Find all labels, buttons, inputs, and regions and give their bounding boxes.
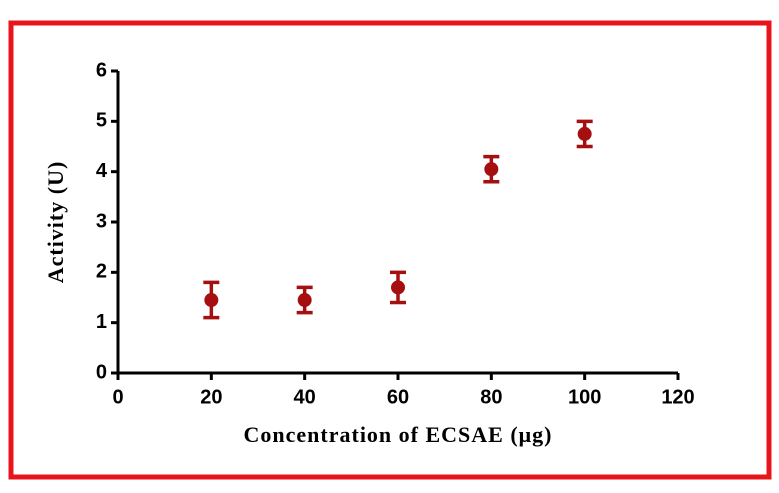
x-tick-label: 0	[112, 386, 123, 408]
y-tick-label: 2	[96, 261, 107, 283]
point	[297, 293, 312, 308]
y-tick-label: 3	[96, 210, 107, 232]
y-tick-label: 1	[96, 311, 107, 333]
x-tick-label: 80	[480, 386, 502, 408]
y-tick-label: 0	[96, 361, 107, 383]
x-tick-label: 120	[661, 386, 694, 408]
x-tick-label: 100	[568, 386, 601, 408]
y-tick-label: 6	[96, 59, 107, 81]
x-tick-label: 40	[294, 386, 316, 408]
point	[204, 293, 219, 308]
x-axis-label: Concentration of ECSAE (μg)	[244, 422, 553, 447]
y-tick-label: 5	[96, 110, 107, 132]
point	[391, 280, 405, 295]
frame	[8, 20, 772, 480]
point	[577, 126, 592, 141]
y-tick-label: 4	[96, 160, 108, 182]
x-tick-label: 20	[200, 386, 222, 408]
point	[484, 162, 499, 177]
x-tick-label: 60	[387, 386, 409, 408]
y-axis-label: Activity (U)	[43, 161, 68, 284]
